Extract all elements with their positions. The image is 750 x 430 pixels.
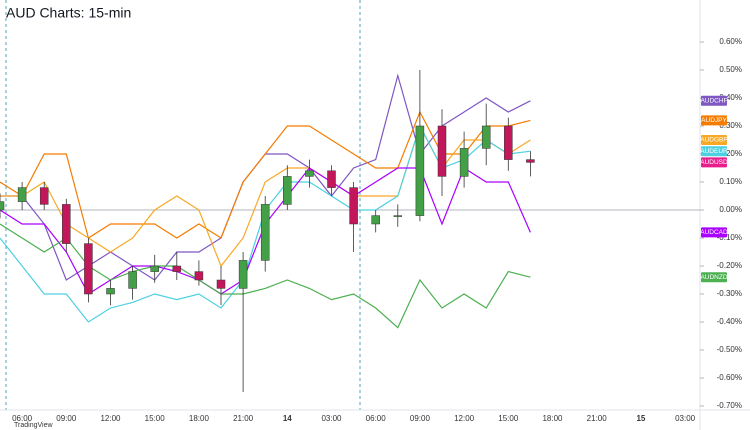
candle-body bbox=[194, 271, 204, 281]
candle-body bbox=[128, 271, 137, 289]
x-tick-label: 15:00 bbox=[498, 414, 519, 423]
x-tick-label: 06:00 bbox=[12, 414, 33, 423]
candle-body bbox=[349, 187, 358, 225]
candle-body bbox=[62, 204, 71, 244]
x-tick-label: 09:00 bbox=[56, 414, 77, 423]
series-tag-label: AUDUSD bbox=[700, 159, 728, 166]
x-tick-label: 18:00 bbox=[189, 414, 210, 423]
x-tick-label: 09:00 bbox=[410, 414, 431, 423]
y-tick-label: -0.70% bbox=[717, 401, 742, 410]
candle-body bbox=[393, 215, 403, 217]
candle-body bbox=[0, 201, 5, 211]
candle-body bbox=[39, 187, 49, 205]
series-tag-label: AUDCAD bbox=[700, 229, 728, 236]
series-tag bbox=[701, 227, 727, 238]
y-tick-label: -0.50% bbox=[717, 345, 742, 354]
y-tick-label: 0.30% bbox=[719, 121, 742, 130]
x-tick-label: 15:00 bbox=[145, 414, 166, 423]
candle-body bbox=[260, 204, 270, 261]
x-tick-label: 03:00 bbox=[675, 414, 696, 423]
candle-body bbox=[172, 265, 182, 272]
y-tick-label: 0.10% bbox=[719, 177, 742, 186]
series-tag bbox=[701, 135, 727, 145]
y-tick-label: 0.00% bbox=[719, 205, 742, 214]
series-tag bbox=[701, 157, 727, 168]
x-tick-label: 21:00 bbox=[587, 414, 608, 423]
y-tick-label: 0.40% bbox=[719, 93, 742, 102]
series-tag bbox=[701, 95, 727, 106]
candle-body bbox=[481, 125, 491, 149]
source-logo: TradingView bbox=[14, 422, 53, 429]
y-tick-label: -0.60% bbox=[717, 373, 742, 382]
x-tick-label: 12:00 bbox=[100, 414, 121, 423]
candle-body bbox=[415, 125, 425, 216]
series-tag bbox=[701, 272, 727, 283]
series-tag bbox=[701, 115, 727, 126]
candle-body bbox=[106, 288, 115, 295]
series-tag-label: AUDCHF bbox=[700, 98, 727, 105]
series-tag bbox=[701, 146, 727, 157]
y-tick-label: -0.30% bbox=[717, 289, 742, 298]
candle-body bbox=[216, 279, 226, 289]
candle-body bbox=[238, 260, 248, 289]
x-tick-label: 06:00 bbox=[366, 414, 387, 423]
candle-body bbox=[459, 148, 469, 177]
series-tag-label: AUDJPY bbox=[701, 117, 727, 124]
candle-body bbox=[526, 159, 535, 163]
series-tag-label: AUDNZD bbox=[700, 274, 727, 281]
y-tick-label: 0.20% bbox=[719, 149, 742, 158]
candle-body bbox=[327, 170, 336, 188]
x-tick-label: 18:00 bbox=[542, 414, 563, 423]
x-tick-label: 14 bbox=[283, 414, 292, 423]
x-tick-label: 03:00 bbox=[321, 414, 342, 423]
series-tag-label: AUDEUR bbox=[700, 148, 728, 155]
candle-body bbox=[150, 265, 159, 272]
candle-body bbox=[371, 215, 380, 225]
candle-body bbox=[504, 125, 513, 160]
x-tick-label: 12:00 bbox=[454, 414, 475, 423]
x-tick-label: 21:00 bbox=[233, 414, 254, 423]
candle-body bbox=[437, 125, 447, 177]
candle-body bbox=[17, 187, 27, 202]
series-tag-label: AUDGBP bbox=[700, 137, 727, 144]
y-tick-label: -0.10% bbox=[717, 233, 742, 242]
x-tick-label: 15 bbox=[636, 414, 645, 423]
chart-title: AUD Charts: 15-min bbox=[6, 5, 131, 21]
candle-body bbox=[84, 243, 93, 295]
y-tick-label: 0.60% bbox=[719, 37, 742, 46]
y-tick-label: -0.40% bbox=[717, 317, 742, 326]
candle-body bbox=[283, 176, 292, 205]
candle-body bbox=[305, 170, 314, 177]
y-tick-label: -0.20% bbox=[717, 261, 742, 270]
y-tick-label: 0.50% bbox=[719, 65, 742, 74]
